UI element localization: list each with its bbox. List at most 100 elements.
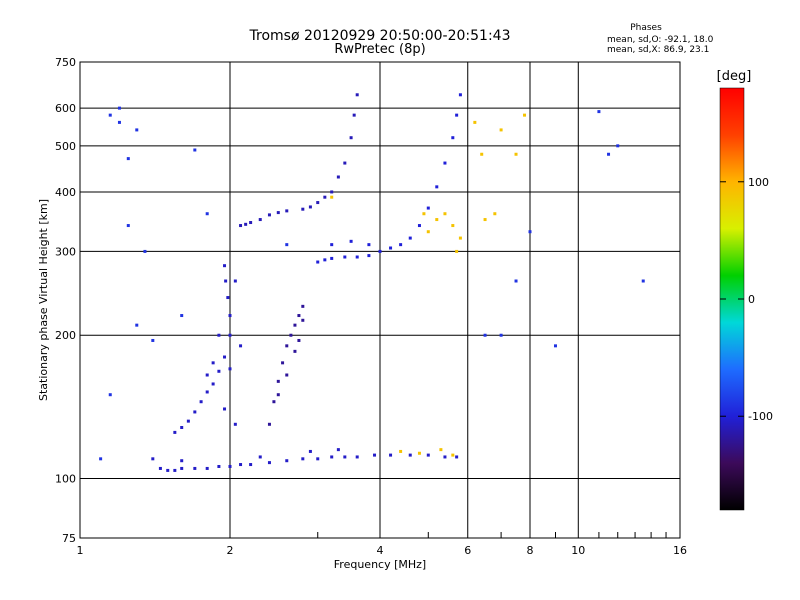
data-point <box>330 195 334 199</box>
data-point <box>473 120 477 124</box>
data-point <box>166 468 170 472</box>
phase-stats-line2: mean, sd,X: 86.9, 23.1 <box>607 45 709 55</box>
data-point <box>258 455 262 459</box>
data-point <box>330 243 334 247</box>
data-point <box>276 393 280 397</box>
data-point <box>336 448 340 452</box>
x-tick-label: 10 <box>571 544 585 557</box>
data-point <box>422 212 426 216</box>
data-point <box>244 222 248 226</box>
data-point <box>158 466 162 470</box>
data-point <box>193 466 197 470</box>
data-point <box>301 304 305 308</box>
data-point <box>99 457 103 461</box>
data-point <box>343 455 347 459</box>
data-point <box>389 246 393 250</box>
data-point <box>443 212 447 216</box>
data-point <box>367 243 371 247</box>
data-point <box>435 185 439 189</box>
data-point <box>355 455 359 459</box>
data-point <box>205 390 209 394</box>
grid-lines <box>80 62 680 538</box>
colorbar-tick-label: 0 <box>748 293 755 306</box>
data-point <box>378 249 382 253</box>
data-point <box>173 468 177 472</box>
data-point <box>399 243 403 247</box>
data-point <box>641 279 645 283</box>
data-point <box>426 453 430 457</box>
data-point <box>211 361 215 365</box>
data-point <box>408 453 412 457</box>
data-point <box>616 144 620 148</box>
data-point <box>349 136 353 140</box>
data-point <box>399 449 403 453</box>
data-point <box>267 213 271 217</box>
data-point <box>217 369 221 373</box>
phase-stats-line1: mean, sd,O: -92.1, 18.0 <box>607 35 714 45</box>
data-point <box>233 279 237 283</box>
data-point <box>180 425 184 429</box>
data-point <box>355 93 359 97</box>
data-point <box>289 333 293 337</box>
data-point <box>451 224 455 228</box>
data-point <box>226 296 230 300</box>
data-point <box>417 224 421 228</box>
data-point <box>135 128 139 132</box>
data-point <box>223 264 227 268</box>
x-tick-label: 6 <box>464 544 471 557</box>
data-point <box>451 453 455 457</box>
data-point <box>323 195 327 199</box>
data-point <box>514 279 518 283</box>
colorbar-tick-label: -100 <box>748 410 773 423</box>
y-tick-label: 200 <box>55 329 76 342</box>
data-point <box>607 152 611 156</box>
data-point <box>343 161 347 165</box>
data-point <box>228 333 232 337</box>
data-point <box>143 249 147 253</box>
data-point <box>205 212 209 216</box>
x-axis-ticks: 1 2 4 6 8 10 16 <box>77 544 688 557</box>
data-point <box>233 422 237 426</box>
y-axis-label: Stationary phase Virtual Height [km] <box>37 199 50 401</box>
data-point <box>458 236 462 240</box>
x-tick-label: 1 <box>77 544 84 557</box>
data-point <box>439 448 443 452</box>
data-point <box>126 157 130 161</box>
data-point <box>443 455 447 459</box>
data-point <box>117 106 121 110</box>
data-point <box>193 148 197 152</box>
data-point <box>285 373 289 377</box>
data-point <box>217 333 221 337</box>
data-point <box>308 205 312 209</box>
data-point <box>239 463 243 467</box>
data-point <box>451 136 455 140</box>
data-point <box>316 260 320 264</box>
data-point <box>301 457 305 461</box>
y-tick-label: 750 <box>55 56 76 69</box>
data-point <box>297 338 301 342</box>
data-point <box>223 355 227 359</box>
y-tick-label: 600 <box>55 102 76 115</box>
data-point <box>211 382 215 386</box>
data-point <box>224 279 228 283</box>
data-point <box>258 218 262 222</box>
data-point <box>330 190 334 194</box>
data-point <box>249 463 253 467</box>
x-tick-label: 4 <box>377 544 384 557</box>
data-point <box>108 393 112 397</box>
data-point <box>239 224 243 228</box>
data-point <box>151 457 155 461</box>
data-point <box>228 367 232 371</box>
data-point <box>367 254 371 258</box>
data-point <box>389 453 393 457</box>
data-point <box>308 449 312 453</box>
data-point <box>135 323 139 327</box>
data-point <box>223 407 227 411</box>
data-point <box>499 128 503 132</box>
data-point <box>276 211 280 215</box>
x-tick-label: 16 <box>673 544 687 557</box>
y-tick-label: 75 <box>62 532 76 545</box>
data-point <box>285 459 289 463</box>
data-point <box>455 113 459 117</box>
data-point <box>186 419 190 423</box>
